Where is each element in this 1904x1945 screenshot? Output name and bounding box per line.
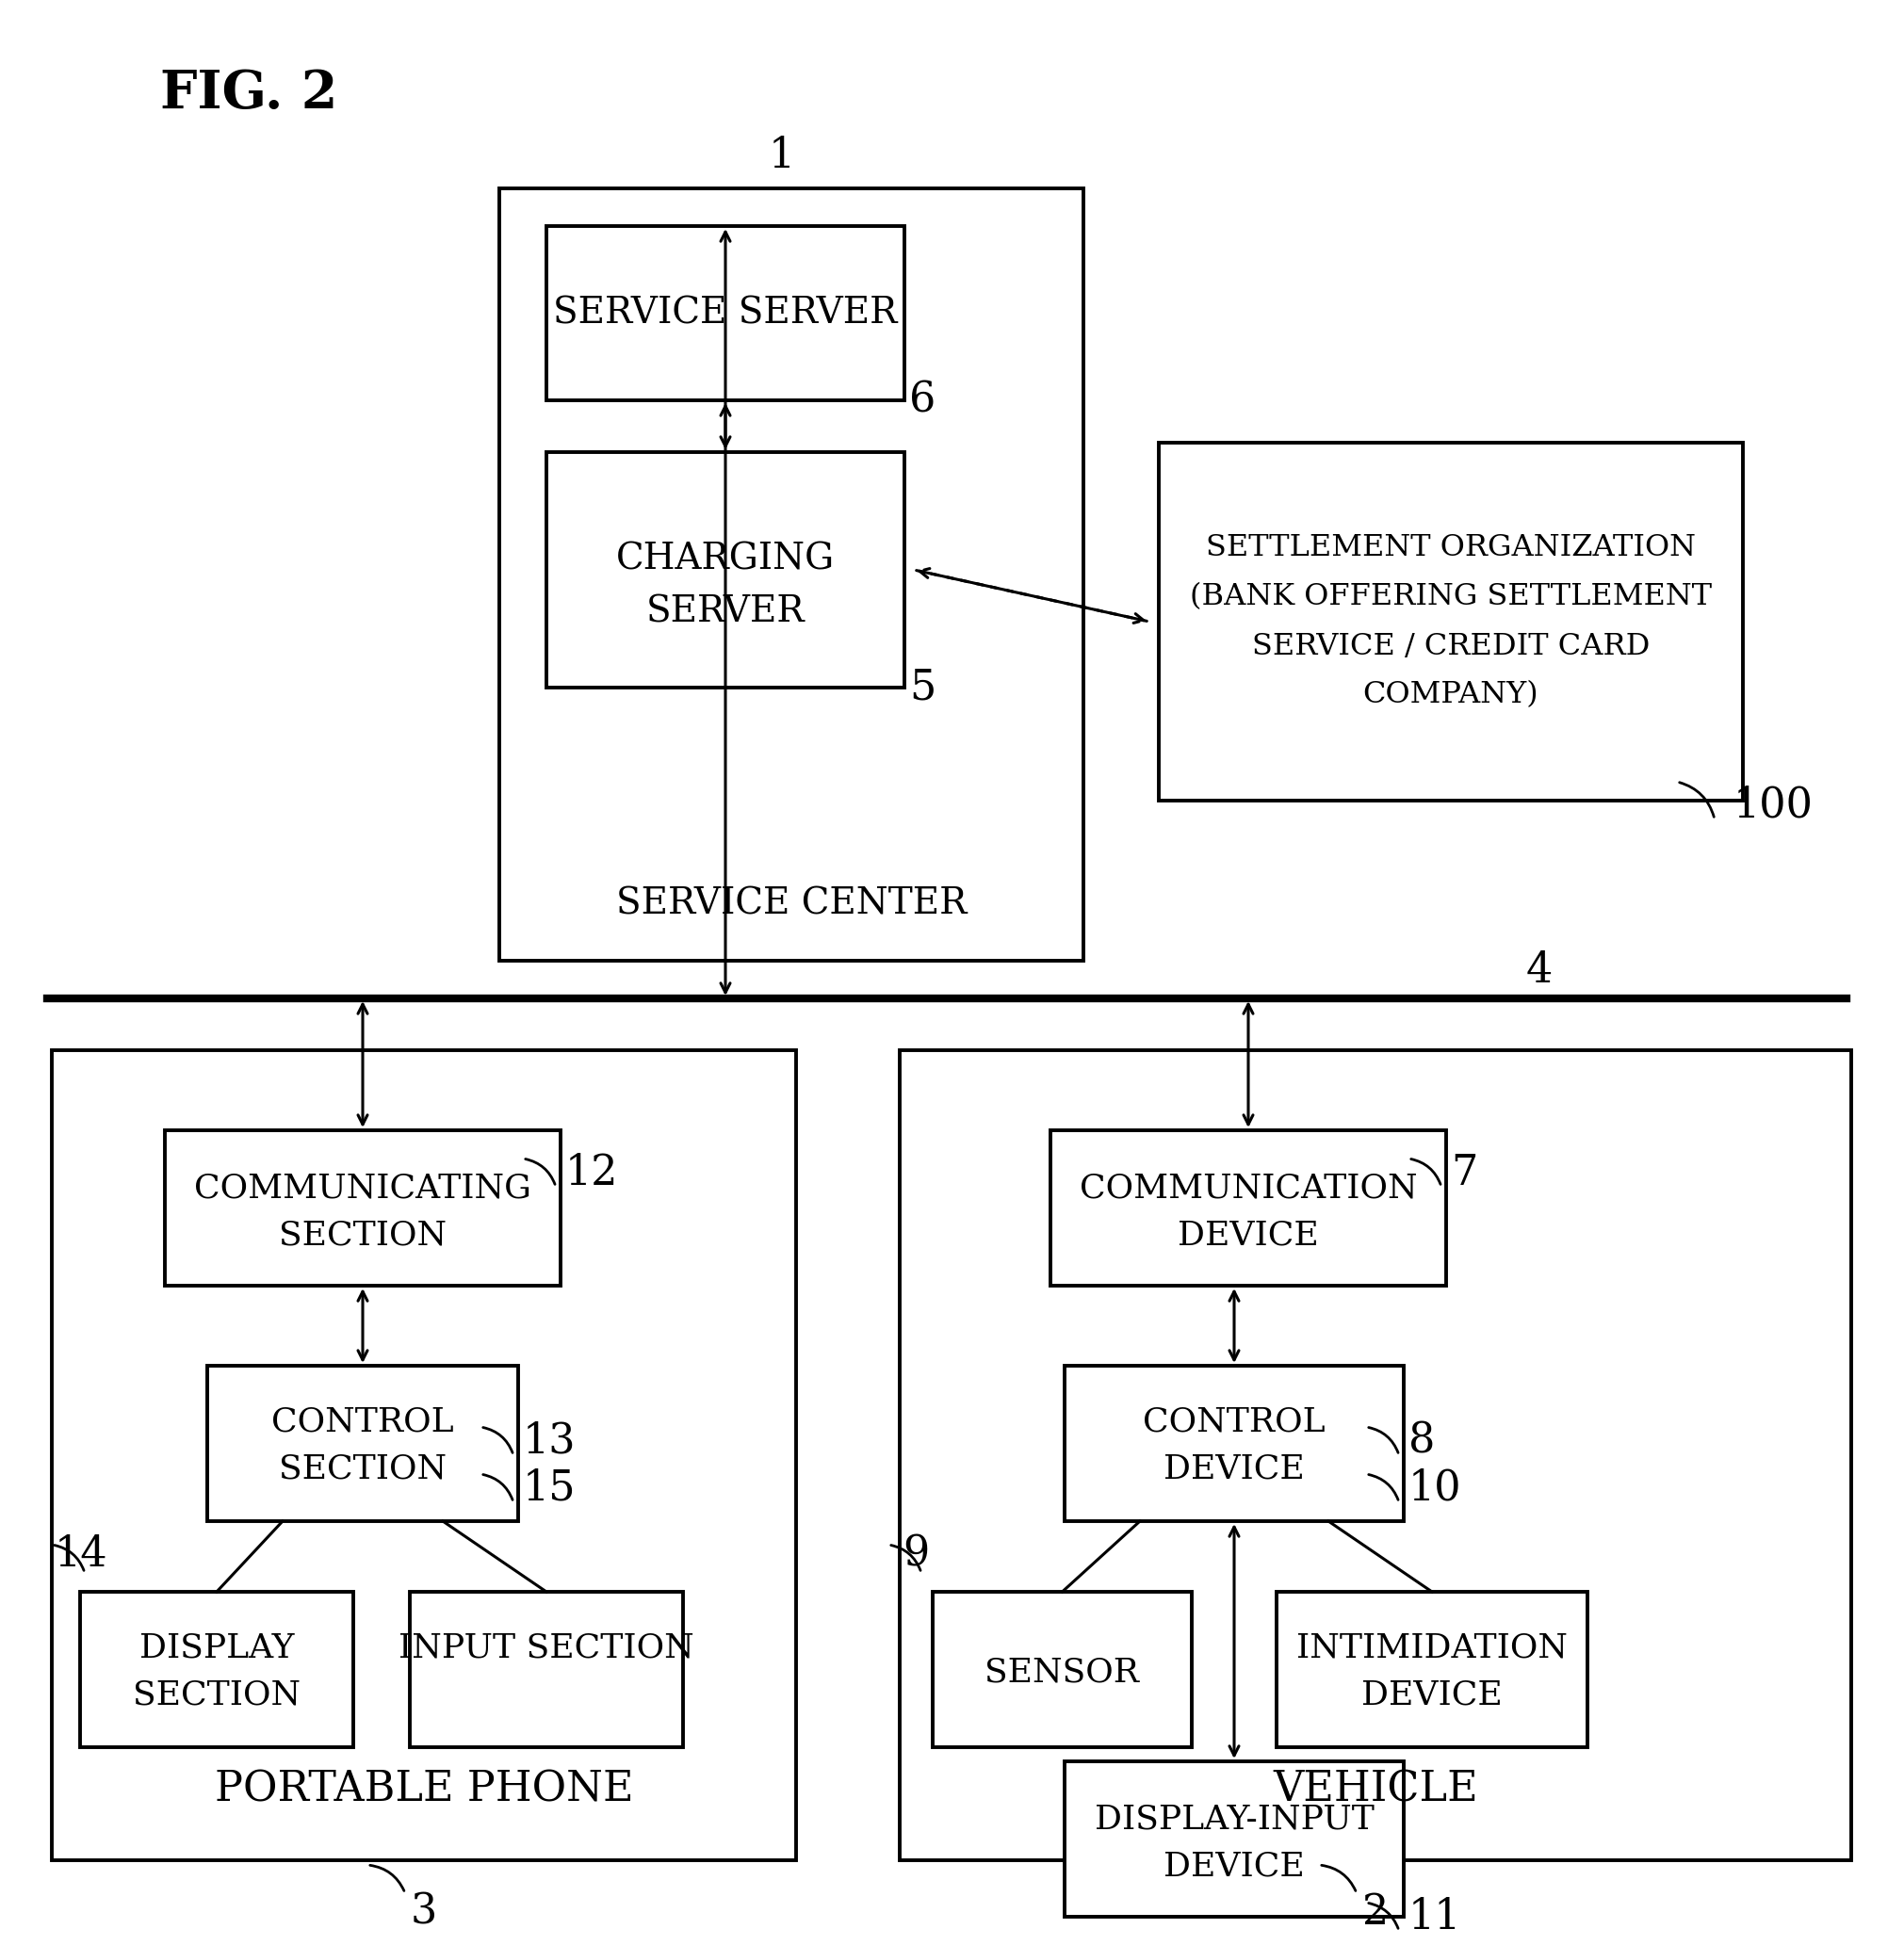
Bar bbox=[208, 1365, 518, 1521]
Bar bbox=[901, 1050, 1851, 1859]
Text: 10: 10 bbox=[1409, 1468, 1462, 1509]
Text: VEHICLE: VEHICLE bbox=[1274, 1770, 1478, 1811]
Text: DISPLAY: DISPLAY bbox=[139, 1632, 295, 1665]
Text: DEVICE: DEVICE bbox=[1361, 1679, 1502, 1712]
Text: 6: 6 bbox=[908, 379, 935, 420]
Text: INTIMIDATION: INTIMIDATION bbox=[1297, 1632, 1567, 1665]
Text: 2: 2 bbox=[1361, 1892, 1388, 1933]
Text: PORTABLE PHONE: PORTABLE PHONE bbox=[215, 1770, 634, 1811]
Text: 12: 12 bbox=[565, 1151, 619, 1192]
Text: 14: 14 bbox=[55, 1535, 109, 1574]
Text: SECTION: SECTION bbox=[278, 1220, 447, 1253]
Bar bbox=[1276, 1591, 1588, 1747]
Text: SETTLEMENT ORGANIZATION: SETTLEMENT ORGANIZATION bbox=[1205, 533, 1696, 562]
Text: (BANK OFFERING SETTLEMENT: (BANK OFFERING SETTLEMENT bbox=[1190, 584, 1712, 613]
Text: 1: 1 bbox=[769, 134, 796, 175]
Text: SERVICE / CREDIT CARD: SERVICE / CREDIT CARD bbox=[1253, 632, 1649, 661]
Text: INPUT SECTION: INPUT SECTION bbox=[398, 1632, 695, 1665]
Bar bbox=[546, 226, 904, 401]
Text: CHARGING: CHARGING bbox=[617, 543, 834, 578]
Text: SERVICE SERVER: SERVICE SERVER bbox=[554, 296, 897, 331]
Bar bbox=[80, 1591, 354, 1747]
Bar bbox=[409, 1591, 684, 1747]
Text: SERVER: SERVER bbox=[645, 595, 805, 630]
Text: SECTION: SECTION bbox=[278, 1453, 447, 1484]
Text: COMPANY): COMPANY) bbox=[1363, 681, 1538, 710]
Text: 4: 4 bbox=[1527, 949, 1554, 990]
Text: 7: 7 bbox=[1451, 1151, 1478, 1192]
Text: 11: 11 bbox=[1409, 1896, 1462, 1937]
Bar bbox=[1160, 443, 1742, 801]
Bar bbox=[1064, 1762, 1403, 1916]
Text: CONTROL: CONTROL bbox=[272, 1406, 453, 1437]
Bar bbox=[499, 189, 1083, 961]
Text: COMMUNICATING: COMMUNICATING bbox=[194, 1173, 531, 1204]
Text: FIG. 2: FIG. 2 bbox=[160, 68, 337, 121]
Text: 9: 9 bbox=[902, 1535, 929, 1574]
Text: DEVICE: DEVICE bbox=[1163, 1453, 1304, 1484]
Text: SENSOR: SENSOR bbox=[984, 1655, 1139, 1688]
Text: DEVICE: DEVICE bbox=[1179, 1220, 1319, 1253]
Text: CONTROL: CONTROL bbox=[1142, 1406, 1325, 1437]
Text: 100: 100 bbox=[1733, 786, 1813, 825]
Text: 5: 5 bbox=[908, 667, 935, 708]
Text: DISPLAY-INPUT: DISPLAY-INPUT bbox=[1095, 1803, 1375, 1836]
Text: SECTION: SECTION bbox=[133, 1679, 301, 1712]
Bar bbox=[1064, 1365, 1403, 1521]
Bar bbox=[51, 1050, 796, 1859]
Bar bbox=[1051, 1130, 1447, 1286]
Text: DEVICE: DEVICE bbox=[1163, 1852, 1304, 1883]
Text: 15: 15 bbox=[524, 1468, 577, 1509]
Bar bbox=[166, 1130, 560, 1286]
Text: COMMUNICATION: COMMUNICATION bbox=[1080, 1173, 1417, 1204]
Text: 8: 8 bbox=[1409, 1420, 1436, 1461]
Bar bbox=[933, 1591, 1192, 1747]
Text: 3: 3 bbox=[411, 1892, 438, 1933]
Text: 13: 13 bbox=[524, 1420, 577, 1461]
Bar bbox=[546, 451, 904, 689]
Text: SERVICE CENTER: SERVICE CENTER bbox=[617, 887, 967, 922]
